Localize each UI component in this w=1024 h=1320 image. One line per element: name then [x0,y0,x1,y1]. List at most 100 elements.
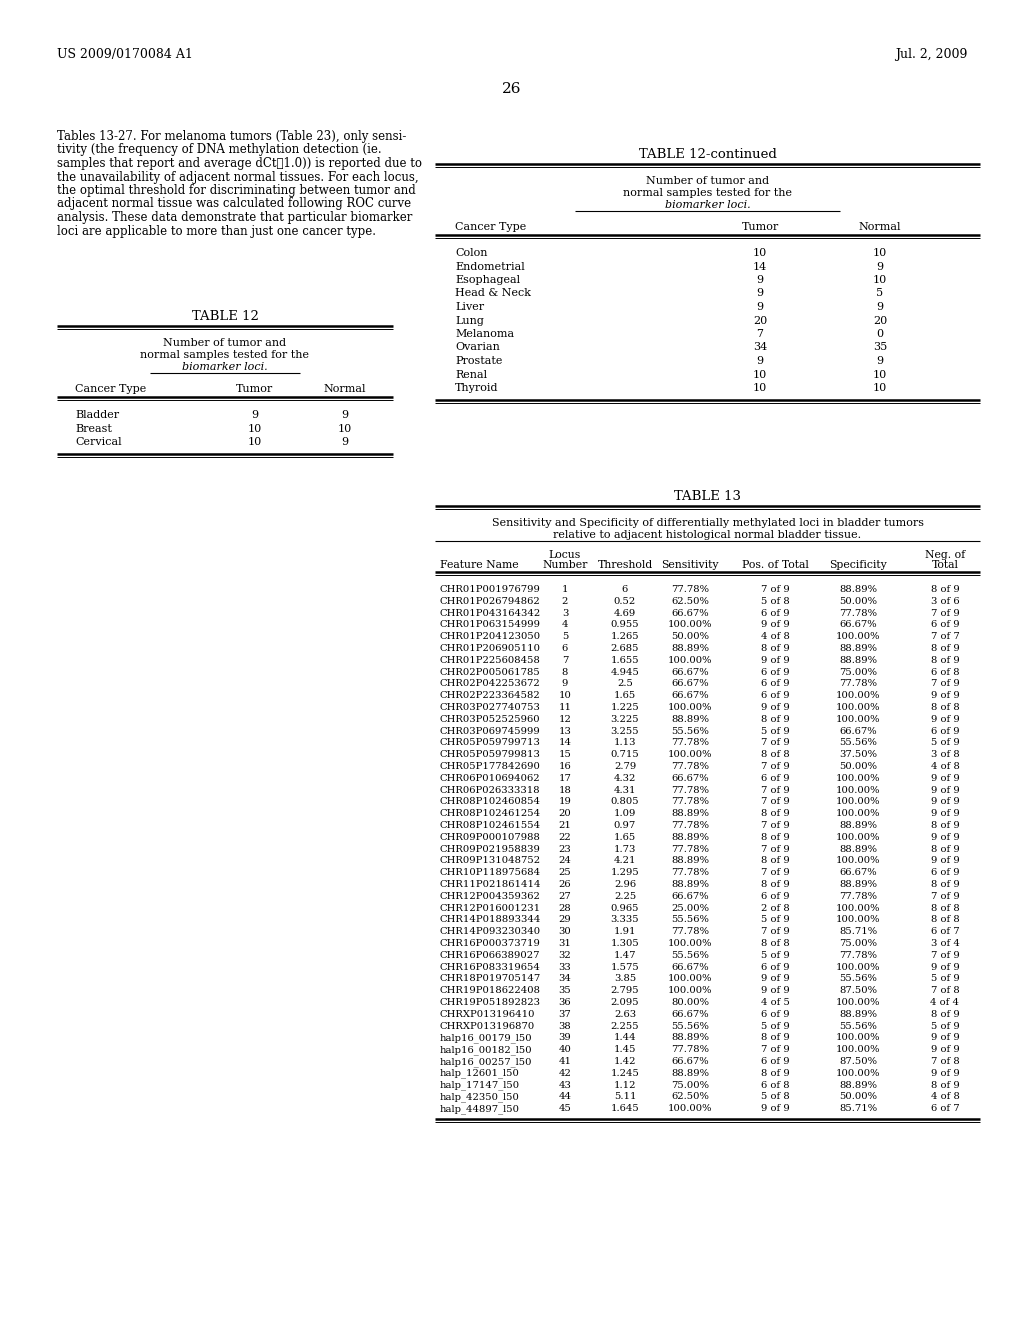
Text: 5 of 8: 5 of 8 [761,1093,790,1101]
Text: 10: 10 [753,248,767,257]
Text: Thyroid: Thyroid [455,383,499,393]
Text: CHR08P102461254: CHR08P102461254 [440,809,541,818]
Text: 0.805: 0.805 [610,797,639,807]
Text: 8 of 9: 8 of 9 [931,845,959,854]
Text: 88.89%: 88.89% [671,833,709,842]
Text: Normal: Normal [859,222,901,232]
Text: 4: 4 [562,620,568,630]
Text: 3 of 6: 3 of 6 [931,597,959,606]
Text: 5 of 9: 5 of 9 [761,726,790,735]
Text: 9 of 9: 9 of 9 [761,986,790,995]
Text: 6 of 9: 6 of 9 [761,680,790,689]
Text: 0.715: 0.715 [610,750,639,759]
Text: 6 of 9: 6 of 9 [931,726,959,735]
Text: CHR09P021958839: CHR09P021958839 [440,845,541,854]
Text: 88.89%: 88.89% [671,880,709,888]
Text: 7 of 9: 7 of 9 [931,680,959,689]
Text: 100.00%: 100.00% [668,704,713,711]
Text: 10: 10 [753,383,767,393]
Text: halp_44897_l50: halp_44897_l50 [440,1105,520,1114]
Text: 4 of 8: 4 of 8 [931,1093,959,1101]
Text: 36: 36 [559,998,571,1007]
Text: Lung: Lung [455,315,484,326]
Text: 66.67%: 66.67% [671,680,709,689]
Text: 55.56%: 55.56% [839,1022,877,1031]
Text: 26: 26 [559,880,571,888]
Text: halp_17147_l50: halp_17147_l50 [440,1081,520,1090]
Text: 1.245: 1.245 [610,1069,639,1078]
Text: 5: 5 [877,289,884,298]
Text: 0.52: 0.52 [613,597,636,606]
Text: Head & Neck: Head & Neck [455,289,531,298]
Text: 3 of 4: 3 of 4 [931,939,959,948]
Text: 7 of 8: 7 of 8 [931,1057,959,1067]
Text: 30: 30 [559,927,571,936]
Text: 10: 10 [338,424,352,433]
Text: 8 of 9: 8 of 9 [761,1069,790,1078]
Text: CHR12P004359362: CHR12P004359362 [440,892,541,900]
Text: 3.335: 3.335 [610,915,639,924]
Text: halp16_00179_l50: halp16_00179_l50 [440,1034,532,1043]
Text: 1.12: 1.12 [613,1081,636,1089]
Text: the unavailability of adjacent normal tissues. For each locus,: the unavailability of adjacent normal ti… [57,170,419,183]
Text: 8 of 9: 8 of 9 [761,809,790,818]
Text: 9: 9 [757,302,764,312]
Text: CHR02P005061785: CHR02P005061785 [440,668,541,677]
Text: 100.00%: 100.00% [836,785,881,795]
Text: 37: 37 [559,1010,571,1019]
Text: Neg. of: Neg. of [925,550,966,560]
Text: 2 of 8: 2 of 8 [761,904,790,912]
Text: biomarker loci.: biomarker loci. [182,362,268,372]
Text: 9: 9 [252,411,259,420]
Text: 2.095: 2.095 [610,998,639,1007]
Text: Number of tumor and: Number of tumor and [164,338,287,348]
Text: 100.00%: 100.00% [836,915,881,924]
Text: TABLE 12: TABLE 12 [191,310,258,323]
Text: analysis. These data demonstrate that particular biomarker: analysis. These data demonstrate that pa… [57,211,413,224]
Text: adjacent normal tissue was calculated following ROC curve: adjacent normal tissue was calculated fo… [57,198,411,210]
Text: 100.00%: 100.00% [836,962,881,972]
Text: relative to adjacent histological normal bladder tissue.: relative to adjacent histological normal… [553,531,861,540]
Text: 1.295: 1.295 [610,869,639,878]
Text: biomarker loci.: biomarker loci. [665,201,751,210]
Text: 1.265: 1.265 [610,632,639,642]
Text: 2.255: 2.255 [610,1022,639,1031]
Text: 55.56%: 55.56% [671,950,709,960]
Text: 1.655: 1.655 [610,656,639,665]
Text: 9 of 9: 9 of 9 [931,857,959,866]
Text: 0.97: 0.97 [613,821,636,830]
Text: 88.89%: 88.89% [671,809,709,818]
Text: 8 of 8: 8 of 8 [761,939,790,948]
Text: US 2009/0170084 A1: US 2009/0170084 A1 [57,48,193,61]
Text: 77.78%: 77.78% [839,892,877,900]
Text: 77.78%: 77.78% [671,845,709,854]
Text: Endometrial: Endometrial [455,261,524,272]
Text: 8 of 9: 8 of 9 [931,880,959,888]
Text: 9 of 9: 9 of 9 [761,1105,790,1113]
Text: Normal: Normal [324,384,367,393]
Text: 88.89%: 88.89% [839,880,877,888]
Text: Sensitivity: Sensitivity [662,560,719,570]
Text: 5: 5 [562,632,568,642]
Text: 66.67%: 66.67% [671,962,709,972]
Text: 77.78%: 77.78% [671,585,709,594]
Text: 88.89%: 88.89% [839,1081,877,1089]
Text: 80.00%: 80.00% [671,998,709,1007]
Text: 6 of 9: 6 of 9 [761,1010,790,1019]
Text: 7 of 9: 7 of 9 [761,927,790,936]
Text: 100.00%: 100.00% [668,939,713,948]
Text: 4.21: 4.21 [613,857,636,866]
Text: 5 of 8: 5 of 8 [761,597,790,606]
Text: 77.78%: 77.78% [671,762,709,771]
Text: 8 of 9: 8 of 9 [761,833,790,842]
Text: 4 of 5: 4 of 5 [761,998,790,1007]
Text: 6 of 8: 6 of 8 [761,1081,790,1089]
Text: 88.89%: 88.89% [671,1034,709,1043]
Text: 9 of 9: 9 of 9 [931,715,959,723]
Text: 3: 3 [562,609,568,618]
Text: 1.645: 1.645 [610,1105,639,1113]
Text: 88.89%: 88.89% [839,1010,877,1019]
Text: 43: 43 [558,1081,571,1089]
Text: 77.78%: 77.78% [671,821,709,830]
Text: 9: 9 [757,275,764,285]
